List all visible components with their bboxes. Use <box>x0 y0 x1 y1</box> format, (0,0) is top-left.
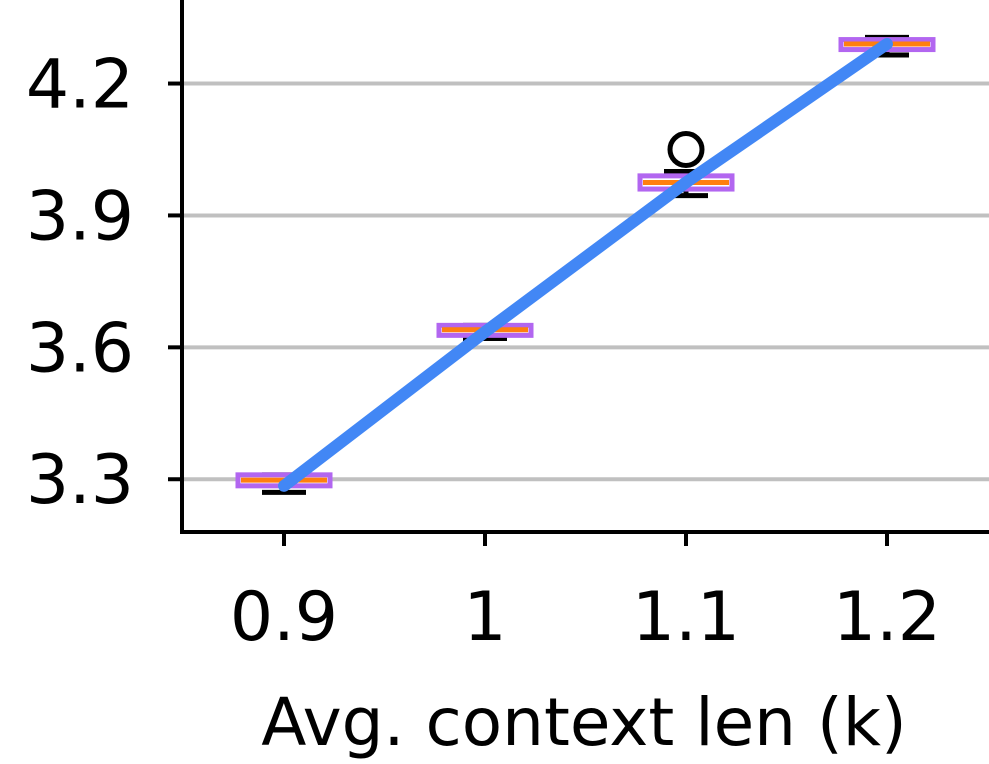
trend-line <box>278 37 893 492</box>
trend-polyline <box>278 37 893 492</box>
x-tick-label: 0.9 <box>230 578 338 657</box>
x-tick-label: 1 <box>463 578 506 657</box>
y-tick-label: 3.3 <box>26 441 134 520</box>
y-tick-label: 3.9 <box>26 177 134 256</box>
axes <box>180 0 989 534</box>
y-ticks: 3.3 3.6 3.9 4.2 <box>26 46 182 520</box>
gridlines <box>182 81 989 482</box>
outlier-point <box>667 130 705 168</box>
x-axis-label: Avg. context len (k) <box>261 684 906 761</box>
y-tick-label: 4.2 <box>26 46 134 125</box>
x-ticks: 0.9 1 1.1 1.2 <box>230 532 941 657</box>
x-tick-label: 1.2 <box>833 578 941 657</box>
x-tick-label: 1.1 <box>632 578 740 657</box>
boxes <box>235 34 936 495</box>
y-tick-label: 3.6 <box>26 309 134 388</box>
